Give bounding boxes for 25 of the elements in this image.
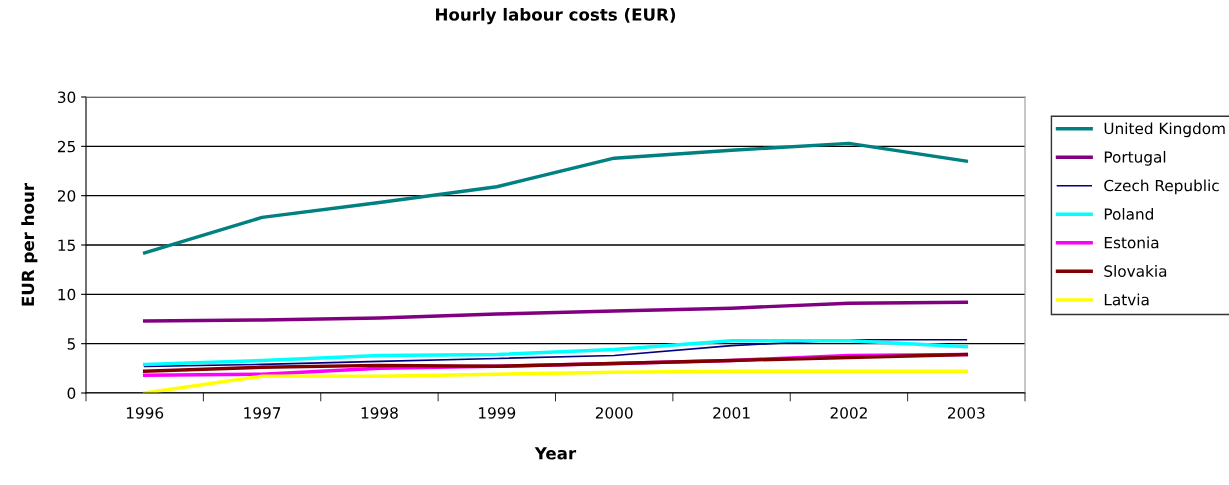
y-tick-label: 15 — [58, 239, 75, 252]
chart-title: Hourly labour costs (EUR) — [436, 7, 676, 25]
legend-label: Czech Republic — [1104, 179, 1219, 195]
x-tick-label: 1998 — [361, 407, 398, 419]
y-tick-label: 25 — [57, 140, 75, 153]
x-tick-label: 2002 — [830, 407, 867, 419]
legend-label: Poland — [1104, 208, 1153, 220]
y-axis-title: EUR per hour — [21, 182, 38, 306]
x-tick-label: 2001 — [713, 407, 750, 419]
x-tick-label: 2000 — [595, 407, 633, 419]
x-tick-label: 1999 — [479, 407, 516, 419]
y-tick-label: 10 — [58, 288, 76, 301]
legend-label: Portugal — [1104, 150, 1166, 166]
y-tick-label: 5 — [67, 338, 75, 350]
x-tick-label: 1997 — [244, 407, 281, 419]
legend-label: Latvia — [1104, 293, 1149, 306]
y-tick-label: 20 — [57, 190, 76, 202]
legend-label: Slovakia — [1104, 265, 1167, 277]
legend-label: Estonia — [1104, 236, 1159, 249]
y-tick-label: 0 — [67, 387, 76, 400]
y-tick-label: 30 — [58, 91, 76, 104]
x-axis-title: Year — [534, 447, 577, 460]
x-tick-label: 2003 — [947, 407, 985, 419]
legend-label: United Kingdom — [1104, 122, 1225, 138]
x-tick-label: 1996 — [126, 407, 164, 419]
